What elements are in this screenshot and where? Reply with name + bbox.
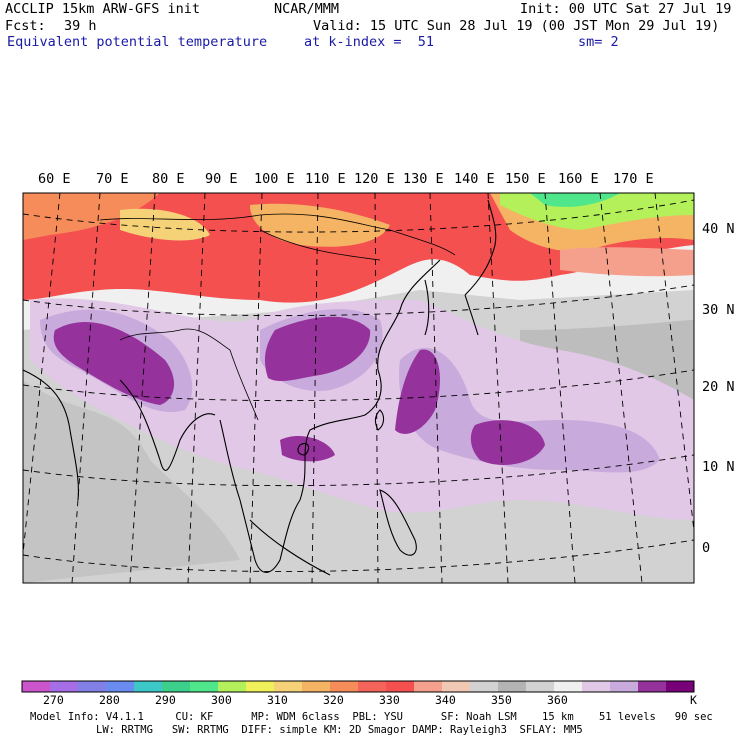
valid-time: Valid: 15 UTC Sun 28 Jul 19 (00 JST Mon … xyxy=(313,18,720,34)
orange-shading-mongolia xyxy=(250,203,390,247)
colorbar-tick: 290 xyxy=(155,693,176,707)
coastline-philippines xyxy=(379,489,417,556)
colorbar-tick: 340 xyxy=(435,693,456,707)
grey-shading-west xyxy=(23,380,240,583)
colorbar-swatch xyxy=(610,681,639,692)
dark-purple-sea xyxy=(280,435,335,462)
lon-label: 70 E xyxy=(96,171,129,187)
border-mongolia-russia xyxy=(99,213,456,256)
parallel-40n xyxy=(23,199,694,233)
colorbar-tick: 330 xyxy=(379,693,400,707)
level-label: at k-index = 51 xyxy=(304,34,435,50)
salmon-shading-ne xyxy=(560,247,694,277)
colorbar-swatch xyxy=(134,681,163,692)
model-title: ACCLIP 15km ARW-GFS init xyxy=(5,1,201,17)
colorbar-tick: 270 xyxy=(43,693,64,707)
parallel-30n xyxy=(23,284,694,317)
colorbar-swatch xyxy=(414,681,443,692)
dark-purple-east xyxy=(395,349,440,434)
lon-label: 150 E xyxy=(505,171,546,187)
colorbar-swatch xyxy=(274,681,303,692)
colorbar-swatch xyxy=(442,681,471,692)
lat-label: 20 N xyxy=(702,379,735,395)
forecast-hours: 39 h xyxy=(64,18,97,34)
colorbar-swatch xyxy=(554,681,583,692)
coastline-borneo xyxy=(249,519,331,576)
colorbar-swatch xyxy=(22,681,51,692)
colorbar-swatch xyxy=(386,681,415,692)
lat-label: 0 xyxy=(702,540,711,556)
colorbar-tick: 310 xyxy=(267,693,288,707)
country-borders xyxy=(99,213,456,421)
colorbar-swatch xyxy=(666,681,695,692)
smoothing-label: sm= 2 xyxy=(578,34,619,50)
lon-label: 80 E xyxy=(152,171,185,187)
lon-label: 110 E xyxy=(305,171,346,187)
colorbar-tick: 320 xyxy=(323,693,344,707)
colorbar-tick: 360 xyxy=(547,693,568,707)
colorbar-swatch xyxy=(526,681,555,692)
coastline-korea xyxy=(424,279,430,336)
dark-purple-pacific xyxy=(470,420,545,465)
purple-shading-pacific xyxy=(399,347,660,473)
colorbar-swatch xyxy=(638,681,667,692)
dark-purple-india xyxy=(53,321,175,405)
border-himalaya xyxy=(119,328,231,351)
colorbar-swatch xyxy=(470,681,499,692)
colorbar-swatch xyxy=(246,681,275,692)
lat-label: 10 N xyxy=(702,459,735,475)
model-info-line1: Model Info: V4.1.1 CU: KF MP: WDM 6class… xyxy=(30,711,713,723)
lon-label: 160 E xyxy=(558,171,599,187)
colorbar-swatch xyxy=(330,681,359,692)
forecast-label: Fcst: xyxy=(5,18,46,34)
coastline-japan xyxy=(464,199,497,336)
colorbar-tick: 350 xyxy=(491,693,512,707)
colorbar-swatch xyxy=(78,681,107,692)
colorbar-swatch xyxy=(162,681,191,692)
theta-e-shading xyxy=(23,193,694,583)
colorbar-tick: 300 xyxy=(211,693,232,707)
lon-label: 60 E xyxy=(38,171,71,187)
init-time: Init: 00 UTC Sat 27 Jul 19 xyxy=(520,1,732,17)
yellow-shading-asia xyxy=(120,208,210,241)
coastline-hainan xyxy=(297,442,310,456)
border-myanmar xyxy=(229,349,259,421)
border-china-mongolia xyxy=(259,229,381,261)
colorbar-swatch xyxy=(582,681,611,692)
parallel-0 xyxy=(23,539,694,572)
colorbar-unit: K xyxy=(690,693,697,707)
colorbar-frame xyxy=(21,680,695,693)
parallel-10n xyxy=(23,454,694,487)
lon-label: 90 E xyxy=(205,171,238,187)
org-label: NCAR/MMM xyxy=(274,1,340,17)
coastline-india xyxy=(119,379,216,471)
model-info-line2: LW: RRTMG SW: RRTMG DIFF: simple KM: 2D … xyxy=(96,724,583,736)
colorbar xyxy=(22,681,695,692)
field-name: Equivalent potential temperature xyxy=(7,34,268,50)
graticule xyxy=(23,193,694,583)
colorbar-swatch xyxy=(498,681,527,692)
map-frame xyxy=(22,192,695,584)
orange-shading-nw xyxy=(23,193,160,240)
lon-label: 140 E xyxy=(454,171,495,187)
colorbar-swatch xyxy=(218,681,247,692)
colorbar-swatch xyxy=(106,681,135,692)
parallel-20n xyxy=(23,369,694,402)
lon-label: 170 E xyxy=(613,171,654,187)
lon-label: 100 E xyxy=(254,171,295,187)
teal-shading-ne xyxy=(530,193,620,207)
lat-label: 30 N xyxy=(702,302,735,318)
colorbar-tick: 280 xyxy=(99,693,120,707)
coastline-burma-malaya xyxy=(219,419,301,573)
lat-label: 40 N xyxy=(702,221,735,237)
colorbar-swatch xyxy=(358,681,387,692)
lon-label: 130 E xyxy=(403,171,444,187)
colorbar-swatch xyxy=(302,681,331,692)
coastline-china xyxy=(299,259,441,501)
colorbar-swatch xyxy=(190,681,219,692)
dark-purple-china xyxy=(264,316,371,382)
lon-label: 120 E xyxy=(354,171,395,187)
colorbar-swatch xyxy=(50,681,79,692)
